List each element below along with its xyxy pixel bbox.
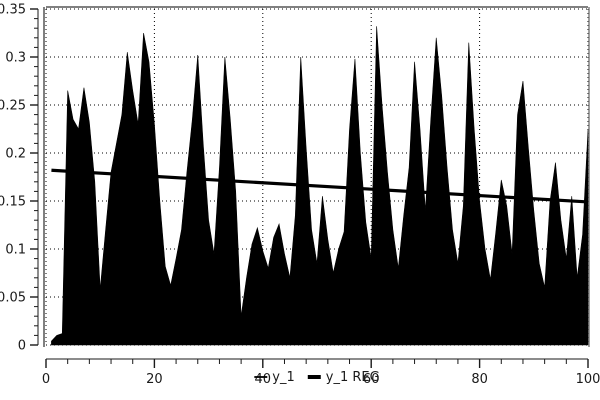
series-layer: [51, 26, 589, 346]
area-series-y-1: [51, 26, 589, 346]
x-axis-tick-label: 100: [576, 372, 600, 387]
y-axis-tick-label: 0.3: [5, 51, 26, 66]
y-axis-tick-label: 0.05: [0, 291, 26, 306]
y-axis-tick-label: 0.35: [0, 3, 26, 18]
x-axis-tick-label: 0: [42, 372, 50, 387]
x-axis-tick-label: 20: [146, 372, 163, 387]
legend-item-y-1[interactable]: y_1: [254, 370, 295, 385]
x-axis: 0 20 40 60 80 100: [42, 358, 600, 387]
y-axis-tick-label: 0.2: [5, 147, 26, 162]
x-axis-tick-label: 60: [363, 372, 380, 387]
legend-label: y_1 REG: [326, 370, 380, 385]
x-axis-tick-label: 80: [471, 372, 488, 387]
y-axis-tick-label: 0: [18, 339, 26, 354]
y-axis-tick-label: 0.1: [5, 243, 26, 258]
x-axis-tick-label: 40: [255, 372, 272, 387]
legend-label: y_1: [272, 370, 294, 385]
regression-line: [51, 168, 589, 204]
y-axis-tick-label: 0.25: [0, 99, 26, 114]
plot-area-frame: [43, 6, 590, 347]
y-axis: 0 0.05 0.1 0.15 0.2 0.25 0.3 0.35: [0, 3, 39, 354]
y-axis-tick-label: 0.15: [0, 195, 26, 210]
legend-item-y-1-reg[interactable]: y_1 REG: [307, 370, 380, 385]
chart-legend[interactable]: y_1 y_1 REG: [254, 370, 380, 385]
regression-line-y-1-reg: [51, 168, 589, 204]
